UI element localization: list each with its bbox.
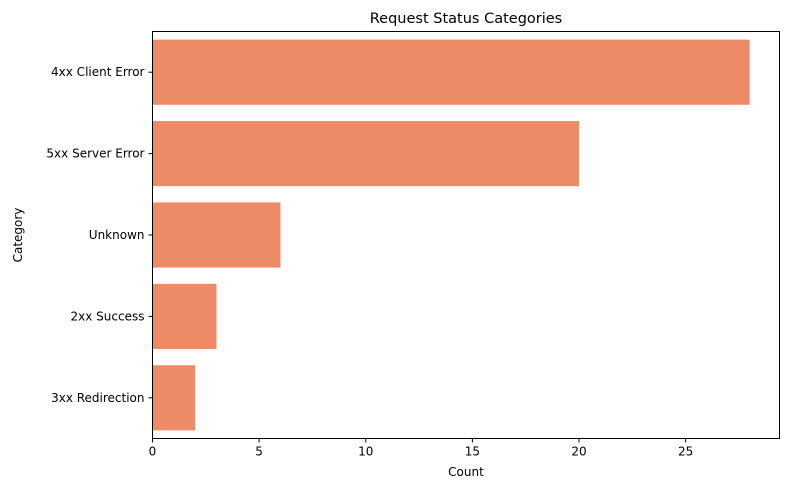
bar-3 [152, 283, 217, 349]
bars-layer [152, 39, 750, 431]
bar-2 [152, 202, 281, 268]
y-tick-label-1: 5xx Server Error [46, 147, 144, 161]
x-tick-label-2: 10 [358, 445, 373, 459]
bar-4 [152, 365, 196, 431]
y-tick-label-4: 3xx Redirection [51, 391, 144, 405]
x-tick-label-1: 5 [255, 445, 263, 459]
y-tick-label-2: Unknown [89, 228, 145, 242]
y-tick-label-3: 2xx Success [71, 309, 145, 323]
x-tick-label-4: 20 [571, 445, 586, 459]
x-tick-label-3: 15 [465, 445, 480, 459]
x-tick-label-0: 0 [149, 445, 157, 459]
y-tick-label-0: 4xx Client Error [51, 65, 145, 79]
bar-0 [152, 39, 750, 105]
x-tick-label-5: 25 [678, 445, 693, 459]
bar-1 [152, 121, 580, 187]
plot-frame [152, 31, 780, 439]
ticks-layer: 4xx Client Error 5xx Server Error Unknown 2… [46, 65, 693, 458]
x-axis-label: Count [448, 465, 484, 479]
chart-title: Request Status Categories [370, 11, 562, 27]
y-axis-label: Category [11, 208, 25, 263]
